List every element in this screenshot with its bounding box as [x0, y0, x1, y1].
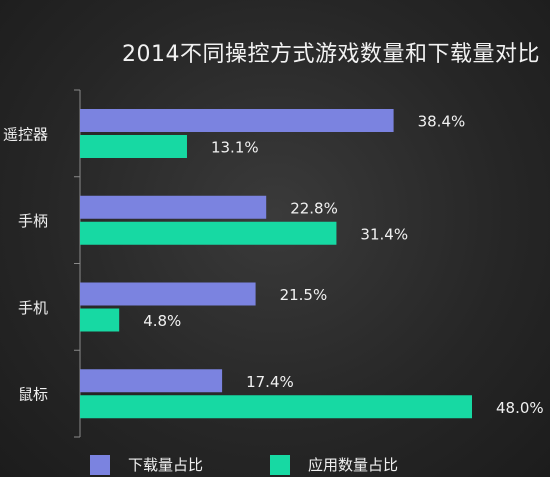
category-label: 遥控器: [3, 125, 48, 143]
legend-item-downloads: 下载量占比: [90, 454, 203, 475]
legend-item-apps: 应用数量占比: [270, 454, 398, 475]
data-label: 22.8%: [290, 199, 338, 217]
data-label: 31.4%: [360, 225, 408, 243]
category-label: 鼠标: [18, 386, 48, 404]
bar: [80, 369, 223, 393]
data-label: 17.4%: [246, 373, 294, 391]
bar: [80, 282, 256, 306]
bar: [80, 195, 267, 219]
legend-label-apps: 应用数量占比: [308, 456, 399, 474]
chart-title: 2014不同操控方式游戏数量和下载量对比: [122, 42, 540, 67]
bar: [80, 221, 337, 245]
category-label: 手机: [18, 299, 48, 317]
data-label: 4.8%: [143, 312, 181, 330]
bar-chart: 遥控器 38.4% 13.1% 手柄 22.8% 31.4% 手机 21.5% 4.8% 鼠标 17…: [3, 89, 544, 438]
data-label: 48.0%: [496, 399, 544, 417]
legend-swatch-downloads: [90, 454, 110, 475]
data-label: 13.1%: [211, 139, 259, 157]
category-label: 手柄: [18, 212, 48, 230]
bar: [80, 135, 187, 158]
data-label: 38.4%: [418, 113, 466, 131]
legend-label-downloads: 下载量占比: [128, 456, 204, 474]
legend-swatch-apps: [270, 454, 290, 475]
data-label: 21.5%: [280, 286, 328, 304]
bar: [80, 395, 472, 419]
legend: 下载量占比 应用数量占比: [0, 450, 550, 477]
bar: [80, 308, 120, 332]
bar: [80, 109, 394, 132]
